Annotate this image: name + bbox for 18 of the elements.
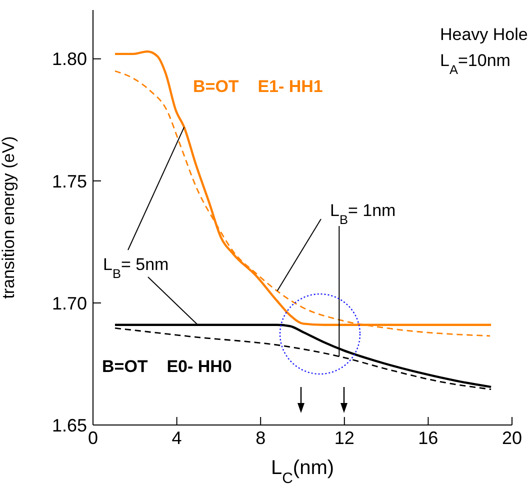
x-tick-label: 16 (418, 428, 438, 448)
annotation: L$_{A}$=10nm (440, 51, 510, 76)
x-tick-label: 20 (502, 428, 522, 448)
x-tick-label: 8 (256, 428, 266, 448)
y-tick-label: 1.75 (52, 171, 87, 192)
annotation: Heavy Hole (440, 25, 528, 44)
x-tick-label: 4 (172, 428, 182, 448)
y-axis-title: transition energy (eV) (0, 136, 18, 299)
y-tick-label: 1.65 (52, 415, 87, 436)
x-axis-title: L$_{C}$(nm) (270, 457, 334, 486)
annotation: B=OT E0- HH0 (102, 357, 232, 376)
y-tick-label: 1.80 (52, 49, 87, 70)
annotation: B=OT E1- HH1 (193, 77, 323, 96)
y-tick-label: 1.70 (52, 293, 87, 314)
annotation: L$_{B}$= 1nm (330, 201, 396, 226)
x-tick-label: 12 (334, 428, 354, 448)
x-tick-label: 0 (88, 428, 98, 448)
annotation: L$_{B}$= 5nm (103, 255, 169, 280)
